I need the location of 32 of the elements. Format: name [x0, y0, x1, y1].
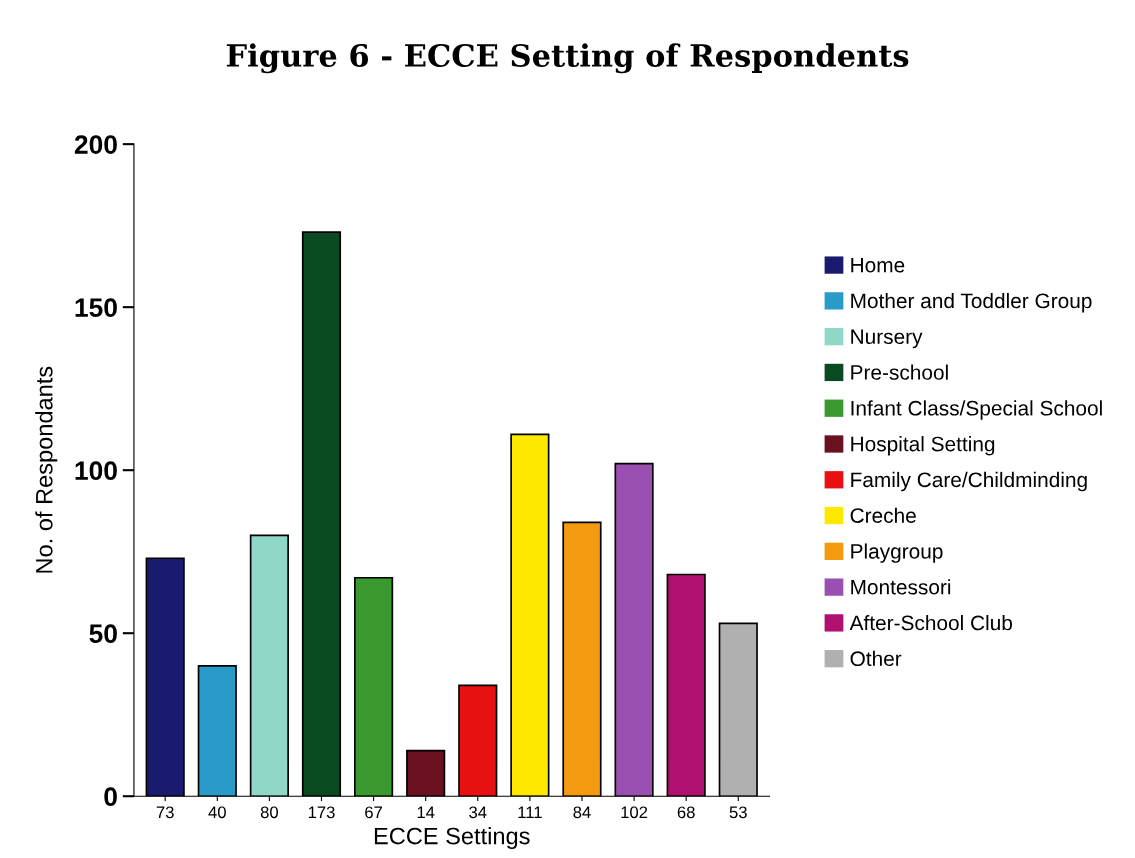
data-label: 67 [365, 806, 383, 819]
legend-label: Montessori [851, 579, 951, 595]
data-label: 40 [208, 806, 226, 819]
data-label: 53 [729, 806, 747, 819]
legend-label: Family Care/Childminding [851, 471, 1087, 492]
legend-label: Infant Class/Special School [851, 400, 1102, 420]
data-label: 173 [308, 806, 335, 819]
y-axis-title: No. of Respondants [35, 366, 58, 573]
chart-title: Figure 6 - ECCE Setting of Respondents [226, 43, 909, 74]
data-label: 68 [677, 806, 695, 819]
data-label: 102 [621, 806, 648, 819]
x-axis-title: ECCE Settings [374, 827, 530, 850]
data-label: 14 [417, 806, 435, 819]
legend-label: Creche [850, 507, 916, 523]
legend-label: Hospital Setting [851, 436, 995, 456]
y-tick-label: 50 [89, 624, 117, 644]
y-tick-label: 100 [75, 461, 117, 481]
legend-label: Home [851, 257, 905, 273]
legend-label: After-School Club [849, 614, 1012, 631]
data-label: 111 [518, 806, 542, 819]
data-label: 73 [156, 806, 174, 819]
legend-label: Mother and Toddler Group [851, 292, 1092, 313]
y-tick-label: 200 [74, 135, 117, 154]
y-tick-label: 150 [75, 298, 117, 317]
y-tick-label: 0 [104, 787, 117, 807]
legend-label: Other [850, 650, 902, 667]
data-label: 84 [573, 806, 591, 819]
legend-label: Pre-school [851, 364, 948, 380]
legend-label: Nursery [851, 329, 923, 349]
data-label: 34 [469, 806, 487, 819]
legend-label: Playgroup [851, 543, 943, 563]
data-label: 80 [260, 806, 278, 819]
